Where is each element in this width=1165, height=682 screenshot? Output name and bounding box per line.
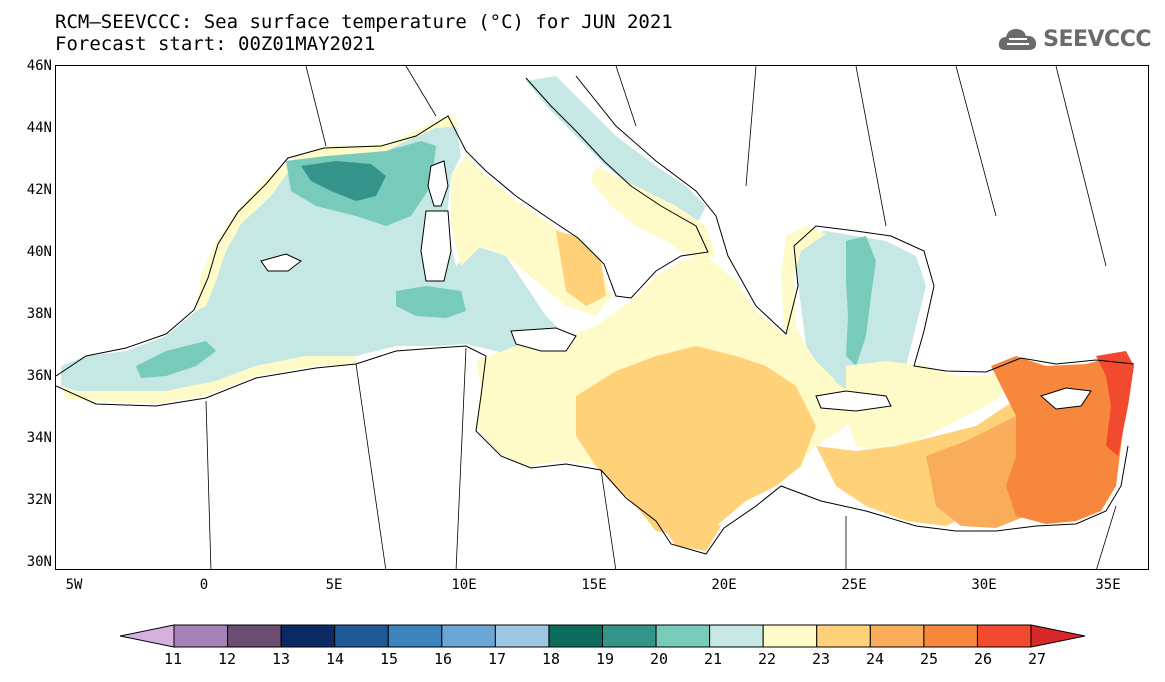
lion-gulf-margin-23 [196, 114, 461, 311]
balkan-coastline [575, 75, 1135, 373]
colorbar-label: 22 [757, 650, 777, 668]
logo-text: SEEVCCC [1043, 26, 1151, 52]
y-tick-label: 32N [26, 492, 52, 508]
colorbar-label: 23 [811, 650, 831, 668]
colorbar [119, 624, 1086, 648]
colorbar-swatch [334, 624, 389, 648]
cyprus-land [1040, 387, 1092, 410]
ligurian-core-19 [301, 161, 386, 201]
y-tick-label: 36N [26, 368, 52, 384]
western-margin-23 [61, 356, 356, 404]
map-title: RCM—SEEVCCC: Sea surface temperature (°C… [55, 11, 673, 33]
x-tick-label: 10E [451, 577, 477, 593]
colorbar-label: 27 [1027, 650, 1047, 668]
country-borders [205, 66, 1117, 569]
colorbar-label: 26 [973, 650, 993, 668]
colorbar-label: 18 [541, 650, 561, 668]
colorbar-swatch [387, 624, 443, 648]
sicily-land [510, 327, 577, 352]
colorbar-swatch [709, 624, 764, 648]
x-tick-label: 5W [65, 577, 83, 593]
colorbar-swatch [441, 624, 496, 648]
libya-coast-24 [596, 466, 721, 551]
map-area [55, 65, 1149, 570]
colorbar-max-arrow [1030, 624, 1086, 648]
colorbar-label: 16 [433, 650, 453, 668]
y-tick-label: 34N [26, 430, 52, 446]
cloud-icon [999, 29, 1037, 50]
x-tick-label: 0 [199, 577, 209, 593]
colorbar-label: 14 [325, 650, 345, 668]
y-tick-label: 46N [26, 58, 52, 74]
adriatic-22 [526, 76, 706, 226]
y-tick-label: 42N [26, 182, 52, 198]
alboran-teal-20 [136, 341, 216, 378]
colorbar-swatch [869, 624, 925, 648]
y-tick-label: 30N [26, 554, 52, 570]
colorbar-swatch [602, 624, 657, 648]
x-tick-label: 35E [1095, 577, 1121, 593]
colorbar-label: 12 [217, 650, 237, 668]
colorbar-label: 21 [703, 650, 723, 668]
y-tick-label: 44N [26, 120, 52, 136]
colorbar-swatch [976, 624, 1032, 648]
tyrrhenian-24 [556, 231, 606, 306]
colorbar-label: 11 [163, 650, 183, 668]
central-24 [576, 346, 816, 536]
colorbar-label: 19 [595, 650, 615, 668]
x-tick-label: 5E [325, 577, 343, 593]
x-tick-label: 15E [581, 577, 607, 593]
x-tick-label: 25E [841, 577, 867, 593]
colorbar-label: 13 [271, 650, 291, 668]
levantine-23 [846, 361, 1006, 451]
forecast-start-label: Forecast start: 00Z01MAY2021 [55, 33, 376, 55]
levantine-27 [1096, 351, 1134, 456]
colorbar-swatch [762, 624, 818, 648]
aegean-teal-20 [846, 236, 876, 366]
levantine-26 [991, 356, 1131, 524]
colorbar-swatch [923, 624, 978, 648]
sardinia-land [420, 210, 452, 282]
colorbar-label: 24 [865, 650, 885, 668]
colorbar-label: 20 [649, 650, 669, 668]
colorbar-label: 17 [487, 650, 507, 668]
aegean-margin-23 [781, 226, 836, 386]
adriatic-23 [591, 166, 716, 261]
colorbar-swatch [494, 624, 550, 648]
corsica-land [427, 160, 449, 207]
seevccc-logo: SEEVCCC [997, 24, 1151, 54]
balearic-land [260, 253, 302, 272]
western-basin-22 [61, 121, 581, 391]
colorbar-swatch [173, 624, 229, 648]
y-tick-label: 40N [26, 244, 52, 260]
colorbar-label: 25 [919, 650, 939, 668]
x-tick-label: 20E [711, 577, 737, 593]
colorbar-swatch [548, 624, 603, 648]
y-tick-label: 38N [26, 306, 52, 322]
colorbar-swatch [655, 624, 711, 648]
colorbar-swatch [227, 624, 282, 648]
x-tick-label: 30E [971, 577, 997, 593]
colorbar-swatch [280, 624, 336, 648]
crete-land [815, 390, 892, 412]
colorbar-label: 15 [379, 650, 399, 668]
africa-coastline [56, 345, 1129, 555]
europe-coastline [56, 77, 709, 377]
colorbar-min-arrow [119, 624, 175, 648]
colorbar-swatch [816, 624, 871, 648]
sst-map [56, 66, 1135, 569]
sardinia-teal-20 [396, 286, 466, 318]
